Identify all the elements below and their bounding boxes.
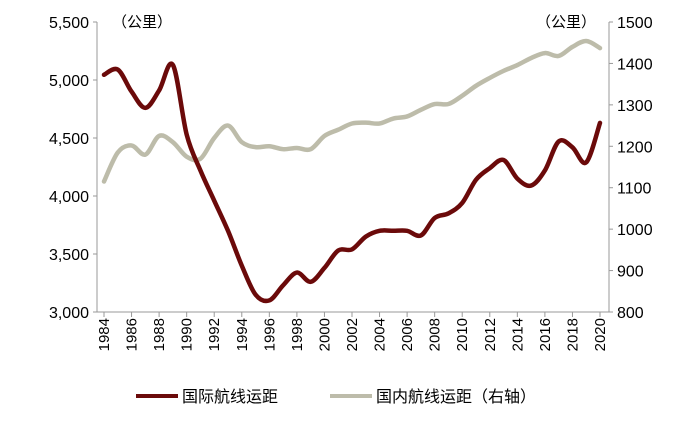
left-tick-label: 3,500 — [49, 247, 89, 264]
right-tick-label: 1400 — [617, 56, 653, 73]
left-tick-label: 4,000 — [49, 189, 89, 206]
left-tick-label: 5,500 — [49, 15, 89, 32]
left-tick-label: 5,000 — [49, 73, 89, 90]
x-tick-label: 2020 — [592, 318, 609, 351]
right-tick-label: 1300 — [617, 98, 653, 115]
x-tick-label: 1984 — [96, 318, 113, 351]
right-axis-unit-label: （公里） — [536, 14, 596, 31]
series-line-domestic — [101, 38, 603, 184]
legend-label-domestic: 国内航线运距（右轴） — [376, 388, 536, 406]
x-tick-label: 1990 — [179, 318, 196, 351]
x-tick-label: 2000 — [316, 318, 333, 351]
right-tick-label: 1500 — [617, 15, 653, 32]
x-tick-label: 2012 — [482, 318, 499, 351]
x-tick-label: 1994 — [234, 318, 251, 351]
x-tick-label: 2010 — [454, 318, 471, 351]
left-tick-label: 4,500 — [49, 131, 89, 148]
right-tick-label: 900 — [617, 264, 644, 281]
legend-label-international: 国际航线运距 — [182, 388, 278, 406]
right-tick-label: 1000 — [617, 222, 653, 239]
right-tick-label: 1200 — [617, 139, 653, 156]
x-tick-label: 1988 — [151, 318, 168, 351]
x-tick-label: 2016 — [537, 318, 554, 351]
right-tick-label: 800 — [617, 305, 644, 322]
series-line-international — [101, 61, 603, 304]
right-tick-label: 1100 — [617, 181, 652, 198]
legend: 国际航线运距 国内航线运距（右轴） — [136, 388, 536, 406]
x-tick-label: 2006 — [399, 318, 416, 351]
x-tick-label: 1998 — [289, 318, 306, 351]
x-tick-label: 2004 — [372, 318, 389, 351]
x-tick-label: 2018 — [564, 318, 581, 351]
left-axis-unit-label: （公里） — [112, 14, 172, 31]
x-tick-label: 2014 — [509, 318, 526, 351]
x-tick-label: 2008 — [427, 318, 444, 351]
x-tick-label: 2002 — [344, 318, 361, 351]
left-tick-label: 3,000 — [49, 305, 89, 322]
x-tick-label: 1992 — [206, 318, 223, 351]
x-tick-label: 1986 — [124, 318, 141, 351]
x-tick-label: 1996 — [261, 318, 278, 351]
